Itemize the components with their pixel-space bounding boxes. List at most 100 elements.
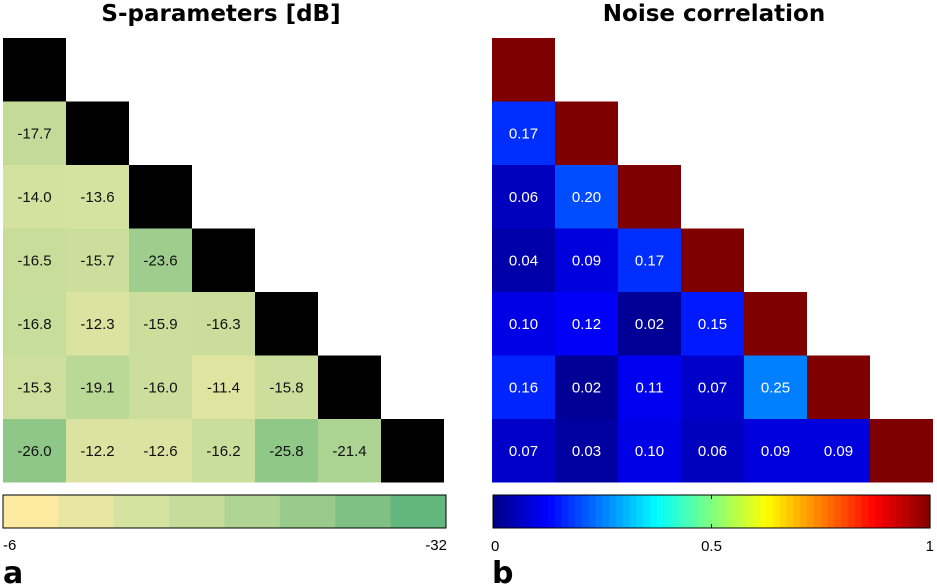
colorbar-step: [335, 495, 392, 528]
colorbar-segment: [752, 495, 760, 528]
diagonal-cell: [744, 292, 807, 356]
colorbar-segment: [493, 495, 501, 528]
colorbar-segment: [848, 495, 856, 528]
cell-value-label: 0.20: [572, 189, 601, 206]
cell-value-label: -15.3: [17, 379, 51, 396]
matrix-cell: [66, 419, 129, 483]
colorbar-segment: [725, 495, 733, 528]
cell-value-label: -16.8: [17, 316, 51, 333]
chart-title-a: S-parameters [dB]: [101, 1, 340, 27]
colorbar-step: [169, 495, 225, 528]
colorbar-segment: [574, 495, 583, 528]
colorbar-step: [113, 495, 170, 528]
colorbar-segment: [527, 495, 535, 528]
cell-value-label: -16.0: [143, 379, 177, 396]
matrix-cell: [555, 165, 618, 229]
colorbar-segment: [738, 495, 747, 528]
colorbar-segment: [916, 495, 924, 528]
cell-value-label: 0.07: [509, 443, 538, 460]
cell-value-label: 0.02: [572, 379, 601, 396]
colorbar-segment: [499, 495, 508, 528]
colorbar-segment: [882, 495, 890, 528]
cell-value-label: -16.3: [206, 316, 240, 333]
colorbar-segment: [609, 495, 617, 528]
diagonal-cell: [381, 419, 444, 483]
cell-value-label: -23.6: [143, 252, 177, 269]
cell-value-label: 0.03: [572, 443, 601, 460]
cell-value-label: -15.9: [143, 316, 177, 333]
diagonal-cell: [870, 419, 933, 483]
cell-value-label: 0.06: [509, 189, 538, 206]
cell-value-label: 0.02: [635, 316, 664, 333]
colorbar-segment: [581, 495, 590, 528]
matrix-cell: [192, 419, 255, 483]
cell-value-label: -11.4: [207, 379, 240, 396]
colorbar-segment: [841, 495, 849, 528]
cell-value-label: 0.09: [824, 443, 853, 460]
matrix-cell: [492, 165, 555, 229]
colorbar-segment: [506, 495, 515, 528]
cell-value-label: 0.10: [509, 316, 538, 333]
cell-value-label: -15.7: [80, 252, 114, 269]
colorbar-segment: [677, 495, 685, 528]
colorbar-segment: [909, 495, 917, 528]
panel-label-a: a: [3, 556, 23, 586]
matrix-cell: [618, 419, 681, 483]
cell-value-label: 0.17: [509, 125, 538, 142]
colorbar-segment: [895, 495, 904, 528]
cell-value-label: -13.6: [80, 189, 114, 206]
diagonal-cell: [618, 165, 681, 229]
cell-value-label: -12.2: [80, 443, 114, 460]
matrix-cell: [129, 419, 192, 483]
diagonal-cell: [129, 165, 192, 229]
cell-value-label: -19.1: [80, 379, 114, 396]
cell-value-label: -17.7: [17, 125, 51, 142]
colorbar-segment: [622, 495, 631, 528]
matrix-cell: [492, 419, 555, 483]
cell-value-label: -21.4: [332, 443, 366, 460]
matrix-cell: [3, 419, 66, 483]
matrix-cell: [807, 419, 870, 483]
matrix-cell: [3, 292, 66, 356]
colorbar-segment: [813, 495, 822, 528]
colorbar-segment: [513, 495, 521, 528]
matrix-cell: [618, 292, 681, 356]
colorbar-segment: [718, 495, 726, 528]
noise-correlation-matrix: 0.17 0.06 0.20 0.04 0.09 0.17 0.10 0.12 0.02 0.15…: [492, 38, 933, 483]
chart-title-b: Noise correlation: [603, 1, 825, 27]
matrix-cell: [492, 292, 555, 356]
matrix-cell: [66, 228, 129, 292]
colorbar-segment: [561, 495, 569, 528]
matrix-cell: [3, 355, 66, 419]
colorbar-segment: [629, 495, 637, 528]
colorbar-segment: [533, 495, 542, 528]
cell-value-label: 0.09: [572, 252, 601, 269]
colorbar-segment: [636, 495, 644, 528]
matrix-cell: [555, 419, 618, 483]
colorbar-step: [224, 495, 281, 528]
colorbar-segment: [759, 495, 767, 528]
matrix-cell: [555, 355, 618, 419]
s-parameter-matrix: -17.7 -14.0 -13.6 -16.5 -15.7 -23.6 -16.8 -12.3…: [3, 38, 444, 483]
colorbar-step: [279, 495, 336, 528]
matrix-cell: [3, 101, 66, 165]
matrix-cell: [66, 165, 129, 229]
colorbar-segment: [568, 495, 576, 528]
colorbar-segment: [889, 495, 897, 528]
colorbar-segment: [697, 495, 706, 528]
colorbar-a-tick-min: -6: [3, 537, 16, 554]
diagonal-cell: [66, 101, 129, 165]
matrix-cell: [192, 292, 255, 356]
matrix-cell: [3, 165, 66, 229]
matrix-cell: [129, 355, 192, 419]
colorbar-segment: [807, 495, 815, 528]
colorbar-noise-correlation: [492, 494, 931, 529]
diagonal-cell: [3, 38, 66, 102]
cell-value-label: -16.5: [17, 252, 51, 269]
colorbar-segment: [643, 495, 651, 528]
colorbar-segment: [902, 495, 911, 528]
matrix-cell: [681, 292, 744, 356]
colorbar-segment: [547, 495, 556, 528]
diagonal-cell: [492, 38, 555, 102]
diagonal-cell: [255, 292, 318, 356]
